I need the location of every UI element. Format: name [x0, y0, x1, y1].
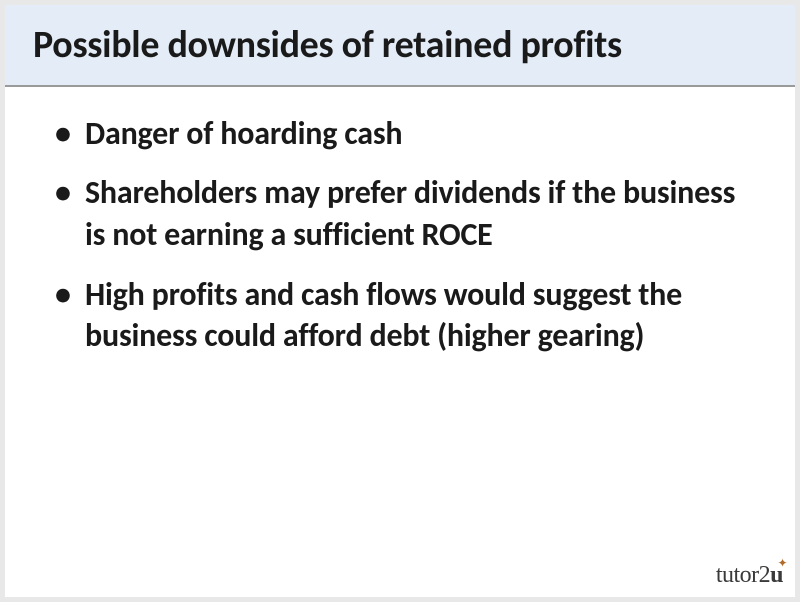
logo-flourish-icon: ✦	[777, 556, 787, 571]
title-box: Possible downsides of retained profits	[5, 5, 795, 87]
body-box: Danger of hoarding cash Shareholders may…	[5, 87, 795, 357]
bullet-item: Danger of hoarding cash	[51, 113, 755, 155]
logo-prefix: tutor2	[716, 562, 770, 588]
bullet-item: High profits and cash flows would sugges…	[51, 274, 755, 357]
bullet-list: Danger of hoarding cash Shareholders may…	[51, 113, 755, 357]
logo: tutor2u ✦	[716, 562, 783, 589]
slide-title: Possible downsides of retained profits	[33, 25, 767, 67]
bullet-item: Shareholders may prefer dividends if the…	[51, 172, 755, 255]
slide: Possible downsides of retained profits D…	[0, 0, 800, 602]
